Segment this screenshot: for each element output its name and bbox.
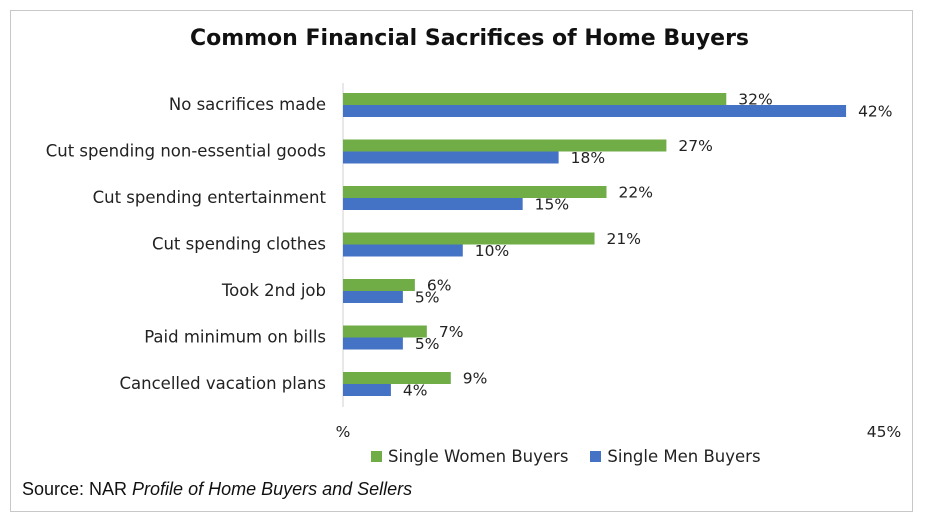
legend-label: Single Women Buyers (388, 447, 569, 466)
x-tick-label: % (336, 423, 351, 441)
data-label: 32% (738, 91, 772, 109)
bar-women (343, 372, 451, 384)
bar-men (343, 198, 523, 210)
source-prefix: Source: NAR (22, 479, 133, 499)
data-label: 6% (427, 277, 452, 295)
legend-swatch (590, 451, 602, 462)
legend-item: Single Men Buyers (590, 447, 761, 466)
x-tick-label: 45% (867, 423, 901, 441)
data-label: 21% (607, 230, 641, 248)
legend-swatch (371, 451, 382, 462)
legend: Single Women Buyers Single Men Buyers (371, 447, 783, 466)
bar-women (343, 139, 667, 152)
bar-men (343, 337, 403, 350)
data-label: 7% (439, 323, 464, 341)
data-label: 18% (571, 149, 605, 167)
bar-women (343, 186, 607, 198)
category-label: Cut spending non-essential goods (46, 142, 326, 161)
bar-women (343, 279, 415, 291)
category-label: Cut spending entertainment (93, 188, 327, 207)
category-label: Cut spending clothes (152, 235, 326, 254)
data-label: 4% (403, 382, 428, 400)
bar-women (343, 93, 727, 105)
bar-men (343, 384, 391, 396)
data-label: 42% (858, 103, 892, 121)
data-label: 9% (463, 370, 488, 388)
bar-men (343, 244, 463, 257)
data-label: 15% (535, 196, 569, 214)
data-label: 5% (415, 289, 440, 307)
category-label: Cancelled vacation plans (120, 374, 326, 393)
category-label: Took 2nd job (221, 281, 326, 300)
bar-women (343, 325, 427, 338)
legend-item: Single Women Buyers (371, 447, 568, 466)
bar-men (343, 151, 559, 164)
category-label: No sacrifices made (169, 95, 326, 114)
data-label: 27% (678, 137, 712, 155)
bar-men (343, 105, 847, 117)
data-label: 22% (619, 184, 653, 202)
data-label: 10% (475, 242, 509, 260)
chart-title: Common Financial Sacrifices of Home Buye… (189, 26, 750, 51)
source-note: Source: NAR Profile of Home Buyers and S… (22, 479, 412, 500)
data-label: 5% (415, 335, 440, 353)
category-label: Paid minimum on bills (144, 328, 326, 347)
bar-women (343, 232, 595, 245)
source-title: Profile of Home Buyers and Sellers (132, 479, 413, 499)
legend-label: Single Men Buyers (607, 447, 761, 466)
bar-men (343, 291, 403, 303)
